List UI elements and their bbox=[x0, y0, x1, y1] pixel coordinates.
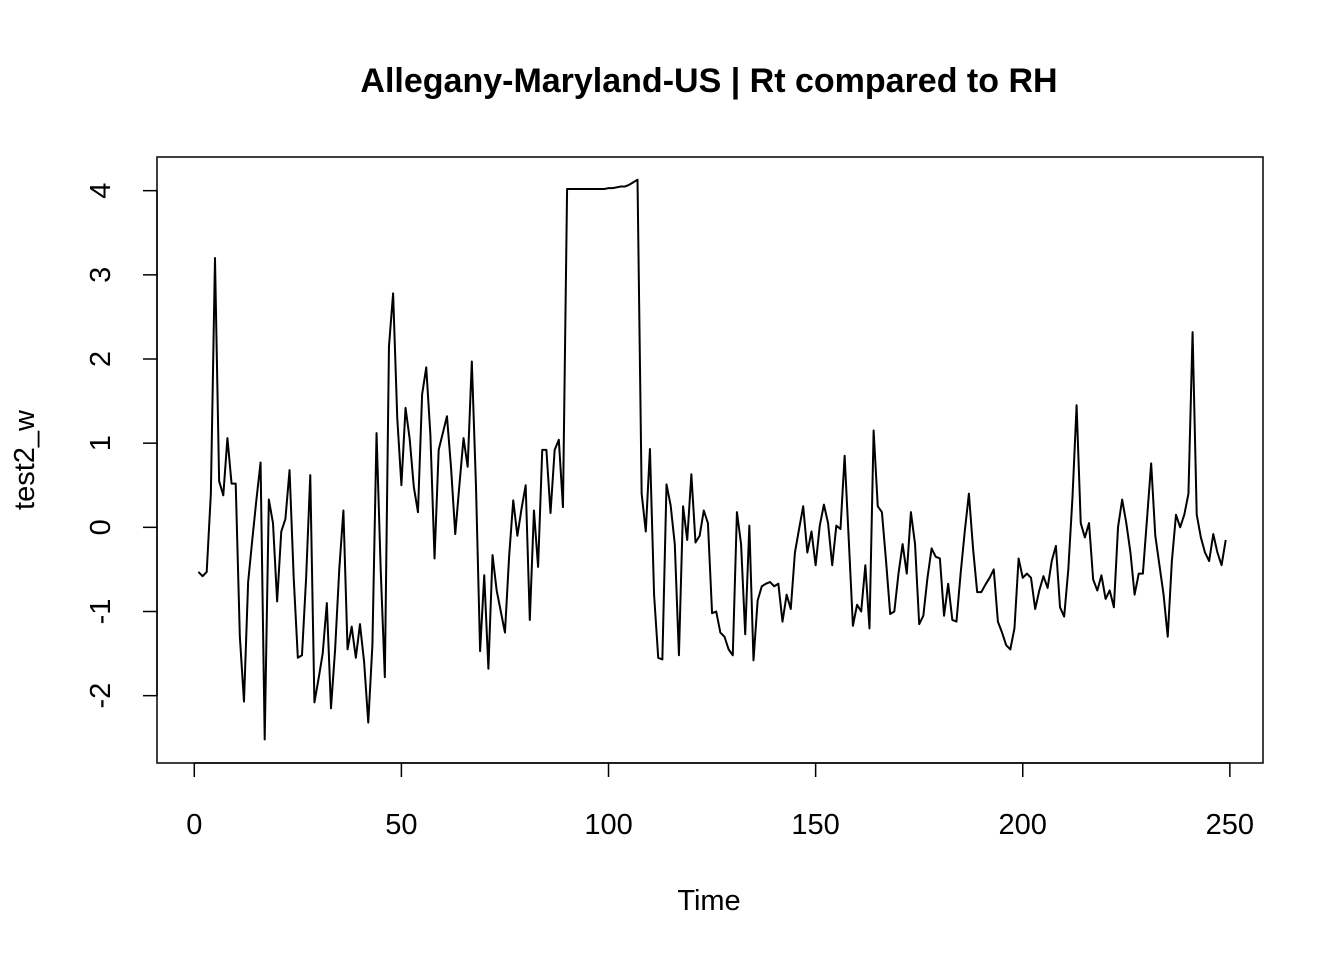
y-tick-label: 0 bbox=[85, 519, 117, 535]
x-tick-label: 150 bbox=[791, 809, 839, 841]
chart-title: Allegany-Maryland-US | Rt compared to RH bbox=[360, 62, 1057, 100]
y-tick-label: 3 bbox=[85, 267, 117, 283]
x-tick-label: 200 bbox=[999, 809, 1047, 841]
series-layer bbox=[197, 178, 1227, 741]
series-line bbox=[197, 178, 1227, 741]
y-tick-label: 2 bbox=[85, 351, 117, 367]
y-axis-label: test2_w bbox=[9, 409, 41, 510]
y-tick-label: 1 bbox=[85, 435, 117, 451]
x-tick-label: 50 bbox=[385, 809, 417, 841]
y-tick-label: -1 bbox=[85, 599, 117, 625]
x-tick-label: 100 bbox=[584, 809, 632, 841]
x-axis-label: Time bbox=[677, 885, 740, 917]
y-axis: -2 -1 0 1 2 3 4 bbox=[85, 183, 158, 709]
y-tick-label: -2 bbox=[85, 683, 117, 709]
x-tick-label: 250 bbox=[1206, 809, 1254, 841]
plot-frame bbox=[156, 156, 1264, 764]
x-tick-label: 0 bbox=[186, 809, 202, 841]
y-tick-label: 4 bbox=[85, 183, 117, 199]
x-axis: 0 50 100 150 200 250 bbox=[186, 762, 1254, 841]
